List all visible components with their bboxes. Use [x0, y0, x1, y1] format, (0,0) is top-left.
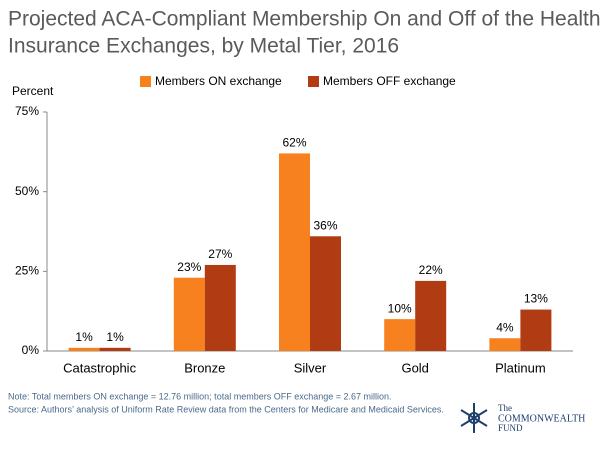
- value-label: 4%: [496, 320, 514, 334]
- chart-title: Projected ACA-Compliant Membership On an…: [8, 8, 600, 31]
- bar: [204, 264, 236, 351]
- bar: [384, 319, 416, 351]
- x-tick-label: Gold: [401, 360, 428, 375]
- note: Source: Authors’ analysis of Uniform Rat…: [8, 404, 444, 414]
- bar: [99, 347, 131, 351]
- bar: [415, 280, 447, 351]
- bar: [173, 277, 205, 351]
- y-tick-label: 75%: [15, 104, 39, 118]
- chart-title: Insurance Exchanges, by Metal Tier, 2016: [8, 35, 399, 58]
- y-axis-label: Percent: [12, 84, 54, 98]
- value-label: 1%: [75, 330, 93, 344]
- x-tick-label: Platinum: [495, 360, 546, 375]
- legend-label: Members ON exchange: [155, 74, 282, 88]
- logo-text: The: [498, 403, 512, 413]
- legend-label: Members OFF exchange: [323, 74, 456, 88]
- value-label: 23%: [177, 260, 201, 274]
- legend-swatch: [308, 76, 319, 87]
- value-label: 36%: [313, 218, 337, 232]
- x-tick-label: Bronze: [184, 360, 225, 375]
- value-label: 27%: [208, 247, 232, 261]
- logo-icon: [460, 403, 488, 433]
- bar: [68, 347, 100, 351]
- note: Note: Total members ON exchange = 12.76 …: [8, 391, 392, 401]
- value-label: 10%: [388, 301, 412, 315]
- bar: [489, 338, 521, 351]
- x-tick-label: Catastrophic: [63, 360, 136, 375]
- bar: [279, 153, 310, 351]
- value-label: 1%: [106, 330, 124, 344]
- legend-swatch: [140, 76, 151, 87]
- logo-text: COMMONWEALTH: [498, 413, 585, 424]
- logo-text: FUND: [498, 423, 523, 433]
- value-label: 13%: [524, 292, 548, 306]
- value-label: 62%: [282, 136, 306, 150]
- value-label: 22%: [419, 263, 443, 277]
- x-tick-label: Silver: [294, 360, 327, 375]
- y-tick-label: 25%: [15, 264, 39, 278]
- bar: [310, 236, 341, 351]
- y-tick-label: 50%: [15, 184, 39, 198]
- y-tick-label: 0%: [22, 343, 40, 357]
- bar: [520, 309, 552, 351]
